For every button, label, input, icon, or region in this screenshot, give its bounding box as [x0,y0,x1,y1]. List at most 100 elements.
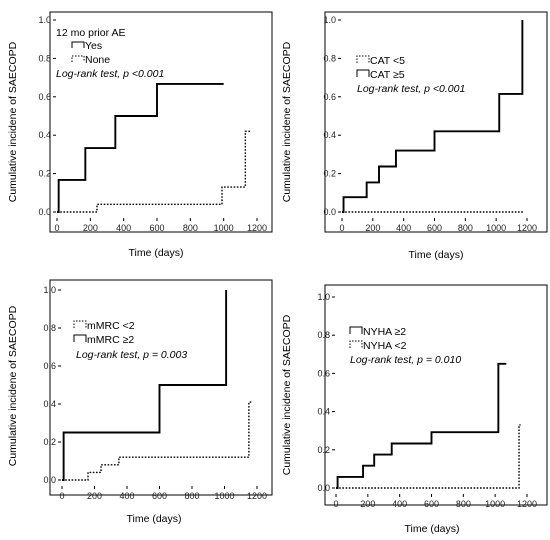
series-group [336,362,521,489]
x-tick-label: 400 [392,499,407,509]
y-tick-label: 0.6 [317,368,330,378]
series-group [342,20,524,213]
legend-label: CAT <5 [370,55,405,67]
chart-panel-prior-ae: Cumulative incidene of SAECOPD Time (day… [7,11,273,259]
x-tick-label: 1200 [247,491,267,501]
y-tick-label: 0.0 [43,475,56,485]
legend-entry-yes: Yes [71,40,102,52]
legend-entry-cat-low: CAT <5 [356,55,405,67]
x-tick-label: 600 [424,499,439,509]
x-ticks: 0 200 400 600 800 1000 1200 [339,218,537,233]
legend-swatch-solid [71,41,85,48]
y-tick-label: 0.4 [38,130,51,140]
y-tick-label: 0.8 [38,53,51,63]
series-group [57,82,251,213]
y-ticks: 0.0 0.2 0.4 0.6 0.8 1.0 [38,15,56,217]
legend-label: None [85,54,110,66]
series-group [62,290,253,481]
series-line-solid [342,20,524,213]
legend-label: mMRC ≥2 [87,334,134,346]
x-tick-label: 1000 [214,491,234,501]
x-tick-label: 600 [149,223,164,233]
legend-entry-nyha-high: NYHA ≥2 [349,326,406,338]
log-rank-annotation: Log-rank test, p <0.001 [357,83,465,95]
y-tick-label: 1.0 [43,285,56,295]
series-line-solid [62,290,228,481]
x-tick-label: 200 [365,223,380,233]
x-tick-label: 1000 [214,223,234,233]
x-tick-label: 0 [59,491,64,501]
y-tick-label: 1.0 [323,15,336,25]
series-line-solid [57,82,224,213]
y-tick-label: 1.0 [317,292,330,302]
y-tick-label: 0.2 [43,437,56,447]
plot-frame [49,11,273,233]
y-tick-label: 0.6 [323,92,336,102]
x-axis-label: Time (days) [404,523,459,535]
series-line-dotted [336,424,521,489]
x-tick-label: 600 [152,491,167,501]
log-rank-annotation: Log-rank test, p = 0.003 [76,349,187,361]
x-tick-label: 0 [339,223,344,233]
x-tick-label: 200 [87,491,102,501]
legend-entry-nyha-low: NYHA <2 [349,340,407,352]
plot-frame [324,284,548,506]
x-axis-label: Time (days) [126,513,181,525]
x-axis-label: Time (days) [408,249,463,261]
y-tick-label: 0.2 [317,445,330,455]
legend-label: NYHA <2 [363,340,407,352]
series-line-solid [336,362,507,489]
chart-panel-mmrc: Cumulative incidene of SAECOPD Time (day… [7,279,273,525]
y-tick-label: 0.0 [38,207,51,217]
x-tick-label: 800 [458,223,473,233]
x-axis-label: Time (days) [128,247,183,259]
y-axis-label: Cumulative incidene of SAECOPD [7,41,19,202]
y-axis-label: Cumulative incidene of SAECOPD [281,41,293,202]
legend-swatch-solid [349,326,363,334]
y-tick-label: 0.2 [323,169,336,179]
y-tick-label: 0.4 [317,407,330,417]
legend-entry-cat-high: CAT ≥5 [356,69,405,81]
legend-label: mMRC <2 [87,320,135,332]
legend-entry-mmrc-high: mMRC ≥2 [73,334,134,346]
x-tick-label: 800 [183,223,198,233]
legend-swatch-dotted [349,340,363,348]
x-tick-label: 800 [184,491,199,501]
legend-swatch-dotted [73,320,87,328]
x-tick-label: 1200 [517,223,537,233]
y-ticks: 0.0 0.2 0.4 0.6 0.8 1.0 [43,285,61,485]
legend-label: NYHA ≥2 [363,326,406,338]
legend-label: Yes [85,40,102,52]
y-tick-label: 0.8 [317,330,330,340]
y-tick-label: 0.6 [43,361,56,371]
plot-frame [324,11,548,233]
legend-entry-none: None [71,54,110,66]
x-tick-label: 400 [119,491,134,501]
y-tick-label: 0.8 [43,323,56,333]
log-rank-annotation: Log-rank test, p <0.001 [56,68,164,80]
y-tick-label: 1.0 [38,15,51,25]
series-line-dotted [57,130,251,213]
x-ticks: 0 200 400 600 800 1000 1200 [59,486,267,501]
legend-swatch-dotted [356,55,370,63]
x-tick-label: 200 [83,223,98,233]
legend-swatch-solid [73,334,87,342]
y-ticks: 0.0 0.2 0.4 0.6 0.8 1.0 [317,292,335,493]
x-tick-label: 1000 [486,223,506,233]
x-tick-label: 0 [333,499,338,509]
plot-frame [49,279,273,496]
x-ticks: 0 200 400 600 800 1000 1200 [333,494,537,509]
y-tick-label: 0.4 [323,130,336,140]
legend-entry-mmrc-low: mMRC <2 [73,320,135,332]
y-tick-label: 0.8 [323,53,336,63]
log-rank-annotation: Log-rank test, p = 0.010 [350,354,461,366]
x-tick-label: 800 [456,499,471,509]
chart-panel-cat: Cumulative incidene of SAECOPD Time (day… [281,11,548,261]
y-tick-label: 0.4 [43,399,56,409]
y-axis-label: Cumulative incidene of SAECOPD [281,314,293,475]
x-tick-label: 200 [360,499,375,509]
chart-panel-nyha: Cumulative incidene of SAECOPD Time (day… [281,284,548,535]
y-axis-label: Cumulative incidene of SAECOPD [7,305,19,466]
y-tick-label: 0.0 [323,207,336,217]
